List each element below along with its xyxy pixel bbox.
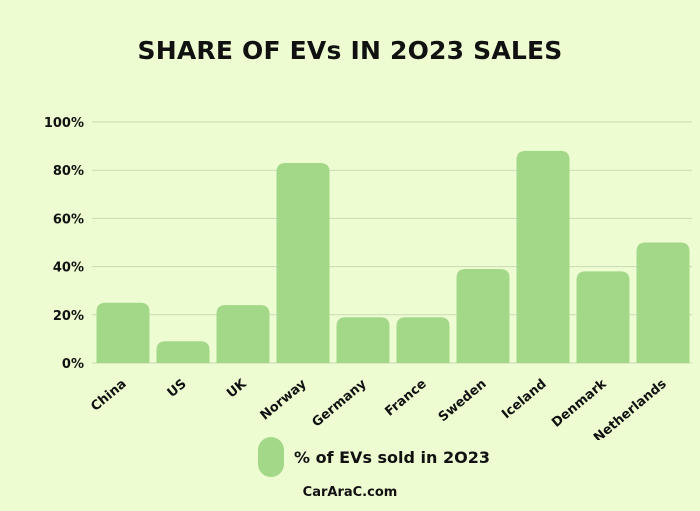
x-tick-label: China — [88, 377, 129, 415]
bar-norway — [276, 162, 330, 363]
y-tick-label: 40% — [53, 261, 84, 276]
x-tick-label: UK — [224, 376, 250, 401]
legend-label: % of EVs sold in 2O23 — [294, 447, 490, 467]
bars — [96, 150, 690, 363]
x-tick-label: Denmark — [549, 376, 610, 430]
x-tick-label: Germany — [309, 376, 370, 430]
bar-france — [396, 317, 450, 363]
y-axis-ticks: 0% 20% 40% 60% 80% 100% — [44, 116, 84, 372]
bar-chart: 0% 20% 40% 60% 80% 100% China US UK Norway German… — [44, 116, 692, 440]
y-tick-label: 100% — [44, 116, 84, 131]
x-tick-label: Iceland — [499, 377, 549, 423]
bar-uk — [216, 305, 270, 363]
source-footer: CarAraC.com — [302, 485, 398, 500]
bar-netherlands — [636, 242, 690, 363]
y-tick-label: 60% — [53, 212, 84, 227]
y-tick-label: 20% — [53, 309, 84, 324]
bar-iceland — [516, 150, 570, 363]
x-tick-label: Norway — [258, 376, 310, 423]
chart-title: SHARE OF EVs IN 2O23 SALES — [137, 36, 563, 65]
y-tick-label: 80% — [53, 164, 84, 179]
legend-swatch — [258, 437, 284, 477]
x-tick-label: Sweden — [436, 377, 490, 426]
bar-sweden — [456, 269, 510, 363]
bar-denmark — [576, 271, 630, 363]
bar-china — [96, 302, 150, 363]
legend: % of EVs sold in 2O23 — [258, 437, 490, 477]
x-tick-label: US — [165, 377, 190, 401]
x-tick-label: France — [382, 376, 429, 419]
bar-us — [156, 341, 210, 363]
bar-germany — [336, 317, 390, 363]
y-tick-label: 0% — [62, 357, 84, 372]
x-axis-ticks: China US UK Norway Germany France Sweden Icelan… — [88, 376, 669, 440]
